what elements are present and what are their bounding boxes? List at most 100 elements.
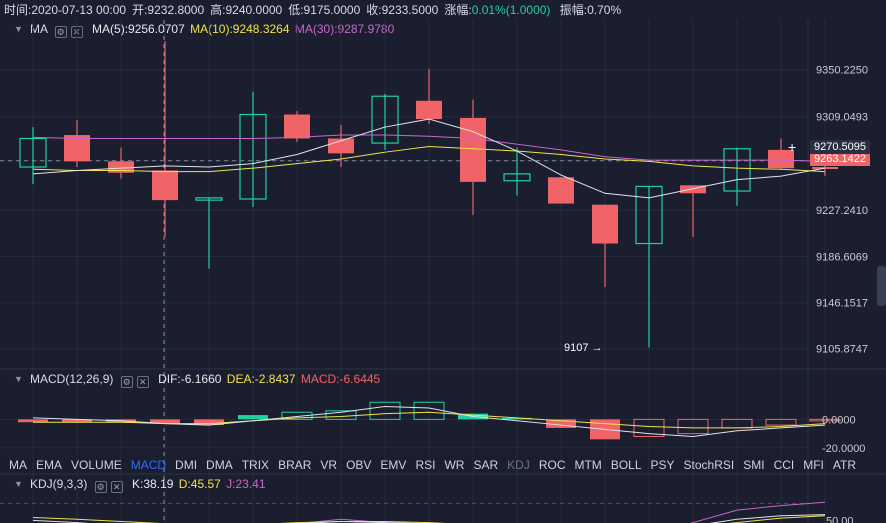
ma-legend: MA ⚙✕ MA(5):9256.0707 MA(10):9248.3264 M… [30, 21, 394, 38]
add-alert-icon[interactable]: + [788, 139, 797, 155]
candle-body [328, 138, 354, 154]
collapse-chevron-icon[interactable]: ▼ [14, 24, 23, 34]
candle-body [195, 197, 223, 201]
time-label: 时间:2020-07-13 00:00 [4, 3, 127, 17]
y-tick-label: 9146.1517 [816, 298, 868, 310]
macd-bar [502, 417, 532, 420]
macd-bar [18, 419, 48, 423]
candle-body [548, 177, 574, 204]
tab-brar[interactable]: BRAR [278, 458, 312, 472]
change-value: 0.01%(1.0000) [471, 3, 551, 17]
settings-icon[interactable]: ⚙ [54, 26, 67, 38]
dea-value: DEA:-2.8437 [226, 372, 296, 386]
candle-body [416, 100, 442, 120]
ma5-line [32, 118, 826, 199]
ohlc-header: 时间:2020-07-13 00:00 开:9232.8000 高:9240.000… [0, 0, 886, 20]
y-tick-label: 0.0000 [822, 414, 856, 426]
ma10-line [32, 145, 826, 173]
j-value: J:23.41 [226, 477, 266, 491]
tab-smi[interactable]: SMI [743, 458, 765, 472]
ma10-value: MA(10):9248.3264 [190, 22, 290, 36]
macd-bar [238, 415, 268, 420]
high-label: 高:9240.0000 [210, 3, 283, 17]
collapse-chevron-icon[interactable]: ▼ [14, 479, 23, 489]
tab-volume[interactable]: VOLUME [71, 458, 122, 472]
ma30-value: MA(30):9287.9780 [294, 22, 395, 36]
macd-value: MACD:-6.6445 [300, 372, 381, 386]
candle-body [64, 135, 90, 162]
candle-body [503, 173, 531, 182]
macd-bar [809, 418, 841, 422]
candle-body [680, 185, 706, 194]
y-tick-label: 9309.0493 [816, 112, 868, 124]
tab-dma[interactable]: DMA [206, 458, 233, 472]
close-icon[interactable]: ✕ [110, 481, 123, 493]
close-label: 收:9233.5000 [366, 3, 439, 17]
y-tick-label: 50.00 [826, 515, 854, 523]
low-label: 低:9175.0000 [288, 3, 361, 17]
tab-vr[interactable]: VR [320, 458, 338, 472]
macd-bar [62, 419, 92, 423]
tab-psy[interactable]: PSY [650, 458, 675, 472]
tab-stochrsi[interactable]: StochRSI [683, 458, 735, 472]
current-price-box: 9270.5095 [810, 140, 870, 154]
tab-emv[interactable]: EMV [380, 458, 407, 472]
macd-bar [546, 419, 576, 428]
amplitude-label: 振幅:0.70% [559, 3, 622, 17]
y-tick-label: 9227.2410 [816, 205, 868, 217]
macd-bar [194, 419, 224, 426]
low-marker: 9107 → [564, 342, 603, 354]
candle-body [635, 185, 663, 245]
tab-trix[interactable]: TRIX [241, 458, 270, 472]
tab-kdj[interactable]: KDJ [507, 458, 530, 472]
dif-line [32, 406, 826, 437]
macd-bar [150, 419, 180, 424]
macd-bar [281, 411, 313, 420]
candle-body [723, 148, 751, 192]
y-tick-label: 9186.6069 [816, 252, 868, 264]
tab-obv[interactable]: OBV [346, 458, 372, 472]
macd-name: MACD(12,26,9) [30, 372, 114, 386]
y-tick-label: -20.0000 [822, 443, 865, 455]
hidden-price-box: 9263.1422 [810, 152, 870, 166]
tab-macd[interactable]: MACD [130, 458, 167, 472]
tab-mtm[interactable]: MTM [574, 458, 602, 472]
candle-body [371, 95, 399, 144]
tab-boll[interactable]: BOLL [610, 458, 642, 472]
vertical-scrollbar[interactable] [877, 266, 886, 306]
tab-atr[interactable]: ATR [832, 458, 857, 472]
settings-icon[interactable]: ⚙ [120, 376, 133, 388]
k-value: K:38.19 [132, 477, 174, 491]
tab-dmi[interactable]: DMI [175, 458, 198, 472]
kdj-name: KDJ(9,3,3) [30, 477, 88, 491]
dif-value: DIF:-6.1660 [158, 372, 222, 386]
macd-bar [677, 418, 709, 435]
tab-roc[interactable]: ROC [538, 458, 566, 472]
macd-legend: MACD(12,26,9) ⚙ ✕ DIF:-6.1660 DEA:-2.8437… [30, 371, 380, 388]
macd-bar [633, 418, 665, 437]
macd-bar [369, 401, 401, 420]
tab-cci[interactable]: CCI [773, 458, 795, 472]
tab-mfi[interactable]: MFI [803, 458, 824, 472]
tab-ema[interactable]: EMA [36, 458, 63, 472]
ma-name: MA [30, 22, 48, 36]
ma30-line [32, 134, 826, 162]
collapse-chevron-icon[interactable]: ▼ [14, 374, 23, 384]
close-icon[interactable]: ✕ [136, 376, 149, 388]
candle-body [592, 204, 618, 244]
candle-body [108, 161, 134, 173]
candle-body [460, 117, 486, 182]
tab-ma[interactable]: MA [9, 458, 27, 472]
tab-sar[interactable]: SAR [473, 458, 499, 472]
tab-wr[interactable]: WR [444, 458, 465, 472]
indicator-tabs: MA EMA VOLUME MACD DMI DMA TRIX BRAR VR OBV EMV RSI… [0, 456, 856, 474]
open-label: 开:9232.8000 [132, 3, 205, 17]
y-tick-label: 9105.8747 [816, 344, 868, 356]
candle-body [239, 113, 267, 200]
candle-body [768, 149, 794, 169]
candle-body [812, 167, 838, 170]
tab-rsi[interactable]: RSI [415, 458, 436, 472]
candle-body [152, 170, 178, 201]
settings-icon[interactable]: ⚙ [94, 481, 107, 493]
